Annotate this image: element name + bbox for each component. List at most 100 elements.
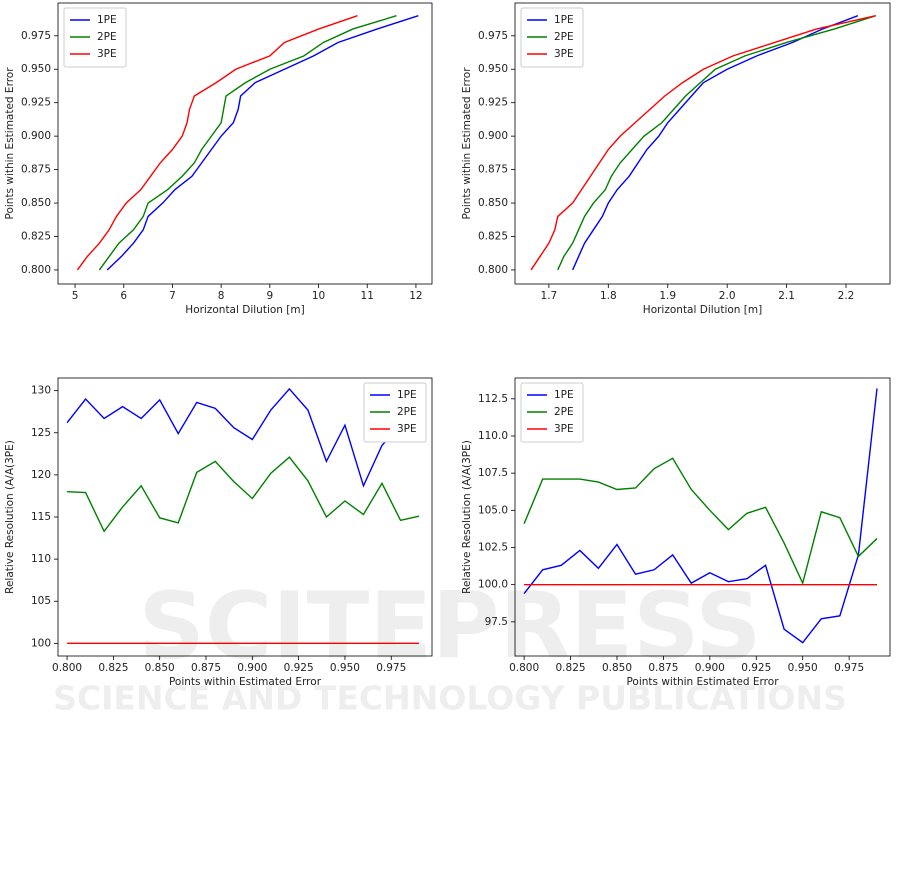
y-tick-label: 130 bbox=[31, 385, 51, 397]
x-tick-label: 0.875 bbox=[648, 662, 678, 674]
x-tick-label: 0.800 bbox=[52, 662, 82, 674]
y-tick-label: 0.975 bbox=[478, 30, 508, 42]
y-tick-label: 0.875 bbox=[21, 164, 51, 176]
y-tick-label: 110 bbox=[31, 553, 51, 565]
y-axis-label: Points within Estimated Error bbox=[4, 67, 16, 220]
y-tick-label: 110.0 bbox=[478, 430, 508, 442]
chart: 5 6 7 8 9 10 11 12 0.800 0.825 0.850 0.875 0.900 0.92… bbox=[4, 2, 433, 316]
y-tick-label: 0.800 bbox=[21, 264, 51, 276]
series-line bbox=[523, 388, 878, 644]
legend-label: 3PE bbox=[554, 48, 574, 60]
y-tick-label: 0.900 bbox=[21, 130, 51, 142]
legend-label: 3PE bbox=[397, 423, 417, 435]
y-axis-label: Relative Resolution (A/A(3PE) bbox=[461, 440, 473, 594]
y-tick-label: 0.800 bbox=[478, 264, 508, 276]
x-tick-label: 0.925 bbox=[741, 662, 771, 674]
y-tick-label: 120 bbox=[31, 469, 51, 481]
legend-label: 1PE bbox=[554, 14, 574, 26]
legend-label: 2PE bbox=[554, 406, 574, 418]
series-line bbox=[530, 15, 876, 271]
series-line bbox=[557, 15, 876, 271]
y-tick-label: 112.5 bbox=[478, 393, 508, 405]
x-tick-label: 6 bbox=[120, 290, 127, 302]
legend-label: 2PE bbox=[554, 31, 574, 43]
plot-frame bbox=[57, 2, 433, 285]
x-tick-label: 0.900 bbox=[695, 662, 725, 674]
x-tick-label: 2.0 bbox=[719, 290, 736, 302]
legend-label: 1PE bbox=[397, 389, 417, 401]
x-tick-label: 0.825 bbox=[98, 662, 128, 674]
y-tick-label: 0.850 bbox=[478, 197, 508, 209]
x-axis-label: Horizontal Dilution [m] bbox=[643, 304, 762, 316]
series-line bbox=[572, 15, 859, 271]
plot-frame bbox=[514, 2, 891, 285]
y-tick-label: 105.0 bbox=[478, 504, 508, 516]
x-tick-label: 11 bbox=[361, 290, 374, 302]
y-tick-label: 102.5 bbox=[478, 541, 508, 553]
x-tick-label: 1.9 bbox=[659, 290, 676, 302]
series-line bbox=[106, 15, 419, 271]
watermark-title: SCITEPRESS bbox=[138, 572, 761, 679]
legend-label: 3PE bbox=[554, 423, 574, 435]
x-tick-label: 1.7 bbox=[541, 290, 558, 302]
x-axis-label: Horizontal Dilution [m] bbox=[185, 304, 304, 316]
series-line bbox=[523, 457, 878, 586]
x-tick-label: 0.800 bbox=[509, 662, 539, 674]
y-tick-label: 0.950 bbox=[21, 63, 51, 75]
legend-label: 1PE bbox=[554, 389, 574, 401]
y-tick-label: 0.925 bbox=[478, 97, 508, 109]
x-axis-label: Points within Estimated Error bbox=[169, 676, 322, 688]
y-tick-label: 0.950 bbox=[478, 63, 508, 75]
legend-box bbox=[520, 382, 584, 443]
y-tick-label: 0.975 bbox=[21, 30, 51, 42]
y-tick-label: 0.925 bbox=[21, 97, 51, 109]
chart: 1.7 1.8 1.9 2.0 2.1 2.2 0.800 0.825 0.850 0.875 0.… bbox=[461, 2, 891, 316]
x-tick-label: 0.925 bbox=[284, 662, 314, 674]
x-tick-label: 0.875 bbox=[191, 662, 221, 674]
x-tick-label: 0.900 bbox=[237, 662, 267, 674]
y-tick-label: 0.825 bbox=[478, 230, 508, 242]
plot-frame bbox=[514, 377, 891, 657]
x-tick-label: 10 bbox=[312, 290, 325, 302]
chart: 0.800 0.825 0.850 0.875 0.900 0.925 0.950 0.975… bbox=[4, 377, 433, 688]
y-axis-label: Points within Estimated Error bbox=[461, 67, 473, 220]
chart: 0.800 0.825 0.850 0.875 0.900 0.925 0.950 0.975… bbox=[461, 377, 891, 688]
series-line bbox=[76, 15, 358, 271]
y-tick-label: 97.5 bbox=[485, 616, 508, 628]
x-tick-label: 9 bbox=[266, 290, 273, 302]
y-axis-label: Relative Resolution (A/A(3PE) bbox=[4, 440, 16, 594]
x-axis-label: Points within Estimated Error bbox=[626, 676, 779, 688]
legend-box bbox=[520, 7, 584, 68]
y-tick-label: 115 bbox=[31, 511, 51, 523]
x-tick-label: 0.975 bbox=[834, 662, 864, 674]
x-tick-label: 0.950 bbox=[330, 662, 360, 674]
x-tick-label: 0.975 bbox=[376, 662, 406, 674]
x-tick-label: 8 bbox=[218, 290, 225, 302]
y-tick-label: 105 bbox=[31, 595, 51, 607]
x-tick-label: 7 bbox=[169, 290, 176, 302]
y-tick-label: 125 bbox=[31, 427, 51, 439]
y-tick-label: 107.5 bbox=[478, 467, 508, 479]
x-tick-label: 2.1 bbox=[778, 290, 795, 302]
legend-box bbox=[63, 7, 127, 68]
y-tick-label: 100 bbox=[31, 637, 51, 649]
x-tick-label: 12 bbox=[409, 290, 422, 302]
series-line bbox=[66, 387, 420, 488]
x-tick-label: 1.8 bbox=[600, 290, 617, 302]
legend-label: 2PE bbox=[97, 31, 117, 43]
x-tick-label: 0.825 bbox=[556, 662, 586, 674]
x-tick-label: 2.2 bbox=[838, 290, 855, 302]
y-tick-label: 0.875 bbox=[478, 164, 508, 176]
series-line bbox=[98, 15, 397, 271]
series-line bbox=[67, 456, 420, 533]
x-tick-label: 0.950 bbox=[788, 662, 818, 674]
legend-label: 1PE bbox=[97, 14, 117, 26]
x-tick-label: 5 bbox=[72, 290, 79, 302]
watermark-subtitle: SCIENCE AND TECHNOLOGY PUBLICATIONS bbox=[53, 679, 847, 718]
legend-label: 2PE bbox=[397, 406, 417, 418]
x-tick-label: 0.850 bbox=[602, 662, 632, 674]
y-tick-label: 100.0 bbox=[478, 579, 508, 591]
legend-label: 3PE bbox=[97, 48, 117, 60]
y-tick-label: 0.850 bbox=[21, 197, 51, 209]
